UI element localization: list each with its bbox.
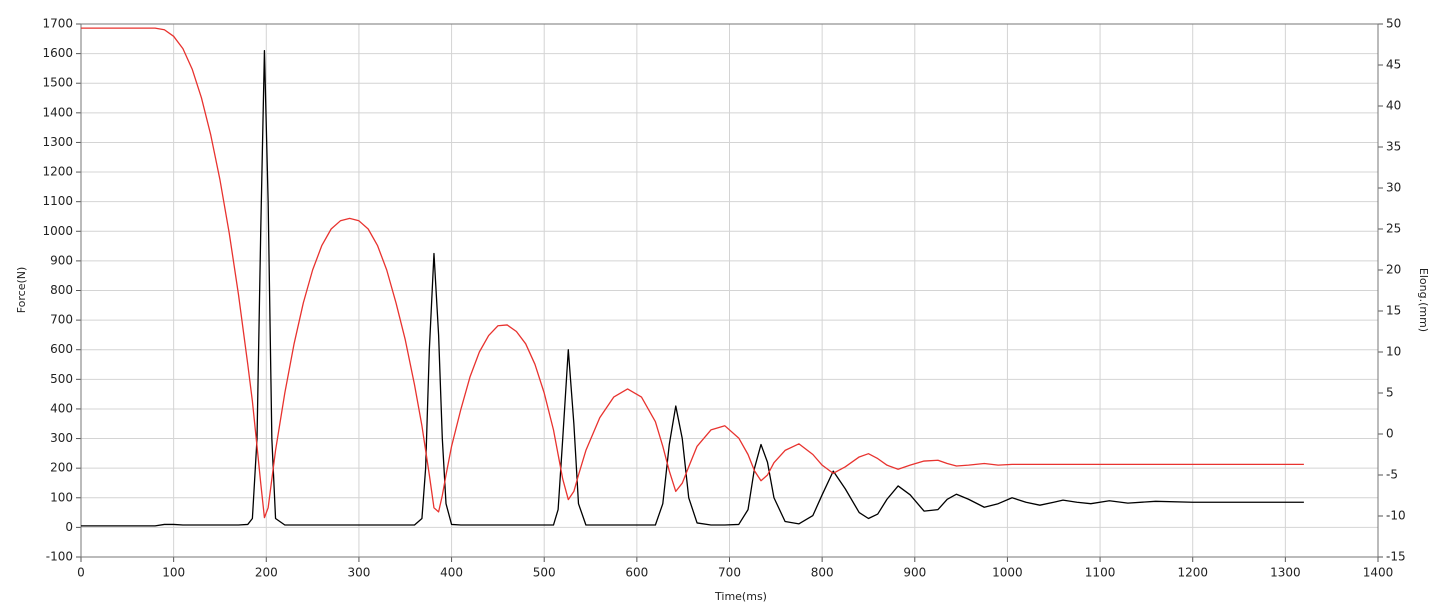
y2-tick-label: 35 xyxy=(1386,140,1401,154)
y-tick-label: 1500 xyxy=(42,76,73,90)
y-tick-label: 1700 xyxy=(42,17,73,31)
x-tick-label: 0 xyxy=(77,566,85,580)
y-tick-label: 900 xyxy=(50,253,73,267)
y2-tick-label: 30 xyxy=(1386,181,1401,195)
y2-tick-label: 0 xyxy=(1386,427,1394,441)
y-tick-label: 1300 xyxy=(42,135,73,149)
x-tick-label: 600 xyxy=(625,566,648,580)
x-tick-label: 300 xyxy=(347,566,370,580)
y-tick-label: 800 xyxy=(50,283,73,297)
y-tick-label: 300 xyxy=(50,431,73,445)
x-axis-label: Time(ms) xyxy=(714,590,767,603)
y2-tick-label: 25 xyxy=(1386,222,1401,236)
data-line xyxy=(81,50,1304,527)
y-tick-label: -100 xyxy=(46,550,73,564)
y2-axis-label: Elong.(mm) xyxy=(1417,268,1430,332)
y2-tick-label: 10 xyxy=(1386,345,1401,359)
y2-tick-label: -5 xyxy=(1386,468,1398,482)
y-tick-label: 100 xyxy=(50,490,73,504)
y-tick-label: 1400 xyxy=(42,105,73,119)
y2-tick-label: -10 xyxy=(1386,509,1406,523)
y2-tick-label: 20 xyxy=(1386,263,1401,277)
y-tick-label: 700 xyxy=(50,313,73,327)
y-tick-label: 1100 xyxy=(42,194,73,208)
y-tick-label: 500 xyxy=(50,372,73,386)
x-tick-label: 1400 xyxy=(1363,566,1394,580)
x-tick-label: 200 xyxy=(255,566,278,580)
x-tick-label: 1100 xyxy=(1085,566,1116,580)
x-tick-label: 900 xyxy=(903,566,926,580)
x-tick-label: 800 xyxy=(811,566,834,580)
x-tick-label: 400 xyxy=(440,566,463,580)
y-tick-label: 600 xyxy=(50,342,73,356)
x-tick-label: 1000 xyxy=(992,566,1023,580)
y-tick-label: 400 xyxy=(50,401,73,415)
data-line xyxy=(81,27,1304,519)
y2-tick-label: -15 xyxy=(1386,550,1406,564)
y2-tick-label: 45 xyxy=(1386,58,1401,72)
x-tick-label: 700 xyxy=(718,566,741,580)
x-tick-label: 1300 xyxy=(1270,566,1301,580)
y2-tick-label: 5 xyxy=(1386,386,1394,400)
x-tick-label: 100 xyxy=(162,566,185,580)
y2-tick-label: 50 xyxy=(1386,17,1401,31)
y-tick-label: 1000 xyxy=(42,224,73,238)
x-tick-label: 500 xyxy=(533,566,556,580)
y-tick-label: 1600 xyxy=(42,46,73,60)
y-axis-label: Force(N) xyxy=(15,267,28,314)
y-tick-label: 1200 xyxy=(42,165,73,179)
y2-tick-label: 15 xyxy=(1386,304,1401,318)
y-tick-label: 0 xyxy=(65,520,73,534)
x-tick-label: 1200 xyxy=(1177,566,1208,580)
y2-tick-label: 40 xyxy=(1386,99,1401,113)
y-tick-label: 200 xyxy=(50,461,73,475)
plot-frame xyxy=(80,23,1379,558)
